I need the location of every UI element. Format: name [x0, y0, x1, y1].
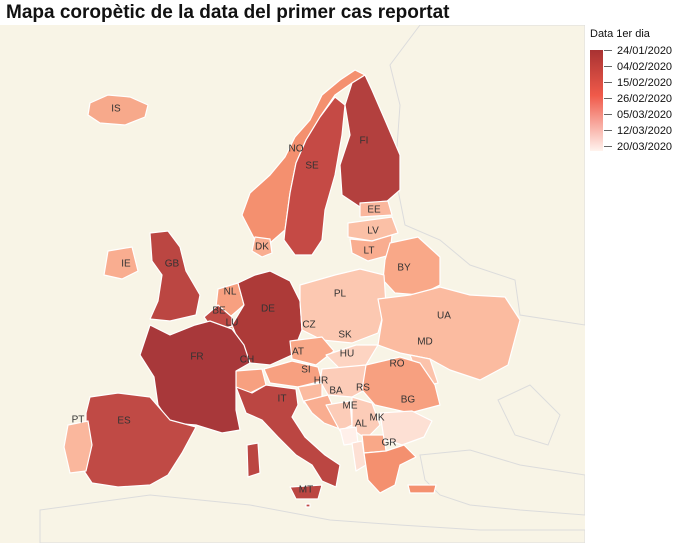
label-ME: ME: [343, 401, 358, 412]
country-UA[interactable]: [377, 286, 521, 381]
legend-tick-mark: [604, 82, 612, 83]
label-FI: FI: [360, 136, 369, 147]
country-SE[interactable]: [283, 96, 346, 256]
label-UA: UA: [437, 311, 451, 322]
label-NL: NL: [224, 287, 237, 298]
label-ES: ES: [117, 416, 131, 427]
label-LV: LV: [367, 226, 379, 237]
label-CZ: CZ: [302, 320, 315, 331]
label-NO: NO: [289, 144, 304, 155]
label-EE: EE: [367, 205, 381, 216]
country-CZ[interactable]: [289, 336, 335, 366]
label-SI: SI: [301, 365, 310, 376]
label-SK: SK: [338, 330, 352, 341]
country-PL[interactable]: [299, 268, 387, 344]
label-AL: AL: [355, 419, 368, 430]
map-area: IS NO SE FI EE LV LT BY DK IE GB NL BE L…: [0, 25, 585, 543]
country-GB[interactable]: [149, 230, 201, 322]
label-HU: HU: [340, 349, 354, 360]
country-RO[interactable]: [361, 356, 441, 414]
legend-tick-mark: [604, 66, 612, 67]
country-RS[interactable]: [351, 396, 381, 440]
country-IT-sicily[interactable]: [289, 484, 323, 500]
country-EE[interactable]: [359, 200, 393, 218]
label-BG: BG: [401, 395, 416, 406]
label-BE: BE: [212, 306, 226, 317]
legend-tick-mark: [604, 130, 612, 131]
label-RO: RO: [390, 359, 405, 370]
label-FR: FR: [190, 352, 203, 363]
label-CH: CH: [240, 355, 254, 366]
legend-tick-mark: [604, 50, 612, 51]
country-IT-sardinia[interactable]: [246, 442, 261, 478]
label-IT: IT: [278, 394, 287, 405]
choropleth-map: IS NO SE FI EE LV LT BY DK IE GB NL BE L…: [0, 25, 585, 543]
legend-tick: 24/01/2020: [617, 45, 673, 57]
country-IE[interactable]: [103, 246, 139, 280]
country-MT[interactable]: [305, 503, 311, 508]
russia-outline: [389, 25, 585, 326]
legend-tick: 04/02/2020: [617, 61, 673, 73]
legend-tick: 20/03/2020: [617, 141, 673, 153]
map-title: Mapa coropètic de la data del primer cas…: [6, 2, 450, 23]
label-AT: AT: [292, 347, 304, 358]
label-PL: PL: [334, 289, 347, 300]
country-DK[interactable]: [251, 236, 273, 258]
legend-tick-mark: [604, 146, 612, 147]
label-RS: RS: [356, 383, 370, 394]
label-GR: GR: [382, 438, 397, 449]
legend-tick: 26/02/2020: [617, 93, 673, 105]
label-HR: HR: [314, 376, 328, 387]
legend-tick-mark: [604, 98, 612, 99]
legend-tick: 05/03/2020: [617, 109, 673, 121]
label-DE: DE: [261, 304, 275, 315]
label-LT: LT: [364, 246, 375, 257]
legend-tick-mark: [604, 114, 612, 115]
label-MD: MD: [417, 337, 433, 348]
legend-title: Data 1er dia: [590, 28, 650, 40]
country-PT[interactable]: [63, 420, 93, 474]
caucasus-outline: [497, 384, 561, 446]
label-LU: LU: [226, 318, 239, 329]
country-IS[interactable]: [87, 94, 149, 126]
country-FI[interactable]: [339, 74, 401, 208]
country-GR-crete[interactable]: [407, 484, 437, 494]
label-MK: MK: [370, 413, 385, 424]
legend-tick: 15/02/2020: [617, 77, 673, 89]
legend-color-ramp: [590, 50, 603, 151]
country-FR[interactable]: [139, 320, 251, 434]
country-SK[interactable]: [325, 344, 379, 370]
label-BA: BA: [329, 386, 343, 397]
label-SE: SE: [305, 161, 319, 172]
label-IS: IS: [111, 104, 121, 115]
label-DK: DK: [255, 242, 269, 253]
africa-outline: [39, 494, 585, 543]
country-BG[interactable]: [379, 410, 433, 446]
color-legend: Data 1er dia 24/01/2020 04/02/2020 15/02…: [588, 28, 676, 158]
label-MT: MT: [299, 485, 313, 496]
non-data-land: [39, 25, 585, 543]
label-IE: IE: [121, 259, 131, 270]
country-IT[interactable]: [235, 384, 341, 488]
label-BY: BY: [397, 263, 411, 274]
country-GR[interactable]: [363, 444, 417, 494]
label-GB: GB: [165, 259, 180, 270]
label-PT: PT: [72, 415, 85, 426]
legend-tick: 12/03/2020: [617, 125, 673, 137]
